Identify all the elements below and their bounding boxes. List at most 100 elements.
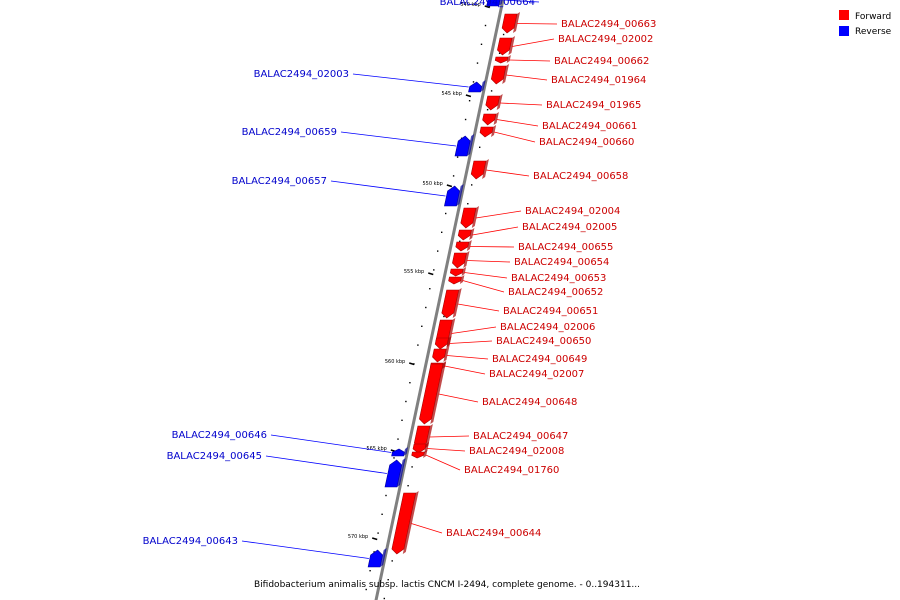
major-tick [484, 5, 490, 9]
gene-label: BALAC2494_02005 [522, 222, 617, 233]
forward-gene-arrow [441, 289, 460, 319]
minor-tick [456, 156, 459, 158]
label-connector [446, 355, 489, 360]
reverse-gene-arrow [468, 81, 483, 93]
label-connector [270, 434, 392, 453]
minor-tick [464, 118, 467, 121]
gene-feature [448, 275, 465, 285]
gene-feature [449, 267, 467, 277]
gene-shading [467, 134, 475, 156]
gene-label: BALAC2494_02003 [254, 69, 349, 80]
gene-shading [425, 424, 433, 448]
gene-feature [391, 447, 408, 457]
gene-label: BALAC2494_02004 [525, 206, 620, 217]
minor-tick [421, 325, 423, 327]
minor-tick [429, 288, 431, 290]
major-tick [428, 272, 434, 276]
major-ticks: 540 kbp 545 kbp 550 kbp 555 kbp 560 kbp 565 k… [348, 2, 490, 541]
label-connector [330, 180, 446, 197]
label-connector [469, 246, 515, 248]
gene-shading [443, 347, 450, 362]
gene-feature [452, 251, 470, 269]
gene-feature [470, 159, 489, 180]
label-connector [352, 73, 469, 88]
gene-label: BALAC2494_00651 [503, 306, 598, 317]
label-connector [497, 0, 540, 3]
label-connector [444, 365, 486, 375]
genome-title: Bifidobacterium animalis subsp. lactis C… [254, 580, 640, 590]
gene-shading [461, 267, 467, 276]
gene-label: BALAC2494_00655 [518, 242, 613, 253]
label-connector [451, 326, 497, 334]
gene-feature [419, 362, 446, 425]
minor-tick [401, 419, 403, 421]
gene-shading [482, 159, 489, 179]
gene-feature [485, 94, 503, 111]
label-connector [457, 303, 500, 312]
gene-features [367, 0, 520, 568]
forward-gene-arrow [434, 337, 449, 350]
minor-tick [433, 269, 435, 271]
major-tick [371, 537, 378, 541]
legend-forward-swatch [839, 10, 849, 20]
tick-label: 555 kbp [404, 269, 424, 275]
gene-label: BALAC2494_02008 [469, 446, 564, 457]
gene-label: BALAC2494_00661 [542, 121, 637, 132]
gene-feature [444, 184, 464, 207]
label-connector [509, 59, 551, 62]
minor-tick [391, 560, 393, 562]
major-tick [446, 184, 453, 188]
gene-label: BALAC2494_00657 [232, 176, 327, 187]
forward-gene-arrow [479, 126, 494, 138]
label-connector [462, 280, 505, 293]
forward-gene-arrow [419, 363, 444, 425]
legend-reverse-label: Reverse [855, 27, 892, 37]
gene-feature [482, 112, 499, 126]
label-connector [500, 102, 543, 106]
gene-feature [412, 442, 430, 454]
minor-tick [459, 240, 461, 242]
gene-shading [491, 125, 497, 137]
gene-label: BALAC2494_00643 [143, 536, 238, 547]
gene-label: BALAC2494_00664 [440, 0, 535, 8]
minor-tick [471, 184, 473, 186]
gene-shading [496, 94, 503, 110]
gene-feature [468, 80, 486, 93]
gene-label: BALAC2494_02002 [558, 34, 653, 45]
gene-feature [457, 228, 475, 241]
label-connector [512, 38, 555, 47]
label-connector [425, 454, 461, 471]
minor-tick [490, 90, 493, 92]
minor-tick [476, 62, 479, 64]
gene-label: BALAC2494_00663 [561, 19, 656, 30]
gene-label: BALAC2494_00645 [167, 451, 262, 462]
tick-label: 550 kbp [422, 181, 442, 187]
major-tick [409, 362, 415, 366]
minor-tick [393, 457, 395, 459]
gene-shading [380, 548, 387, 567]
minor-tick [407, 485, 409, 487]
forward-gene-arrow [455, 241, 470, 252]
reverse-gene-arrow [486, 0, 501, 7]
gene-label: BALAC2494_00650 [496, 336, 591, 347]
minor-tick [467, 203, 469, 205]
gene-feature [391, 491, 419, 555]
gene-label: BALAC2494_00649 [492, 354, 587, 365]
legend-reverse-swatch [839, 26, 849, 36]
gene-feature [479, 125, 497, 138]
gene-label: BALAC2494_00660 [539, 137, 634, 148]
minor-tick [365, 588, 367, 591]
label-connector [241, 540, 369, 559]
minor-tick [397, 438, 399, 440]
gene-labels: BALAC2494_00664 BALAC2494_00663 BALAC2494_… [143, 0, 656, 559]
legend-forward-label: Forward [855, 12, 891, 22]
gene-label: BALAC2494_00646 [172, 430, 267, 441]
minor-tick [443, 315, 445, 318]
minor-tick [405, 400, 407, 403]
gene-feature [501, 12, 520, 34]
gene-label: BALAC2494_00653 [511, 273, 606, 284]
forward-gene-arrow [411, 451, 425, 459]
minor-tick [417, 344, 419, 346]
minor-tick [381, 513, 383, 515]
